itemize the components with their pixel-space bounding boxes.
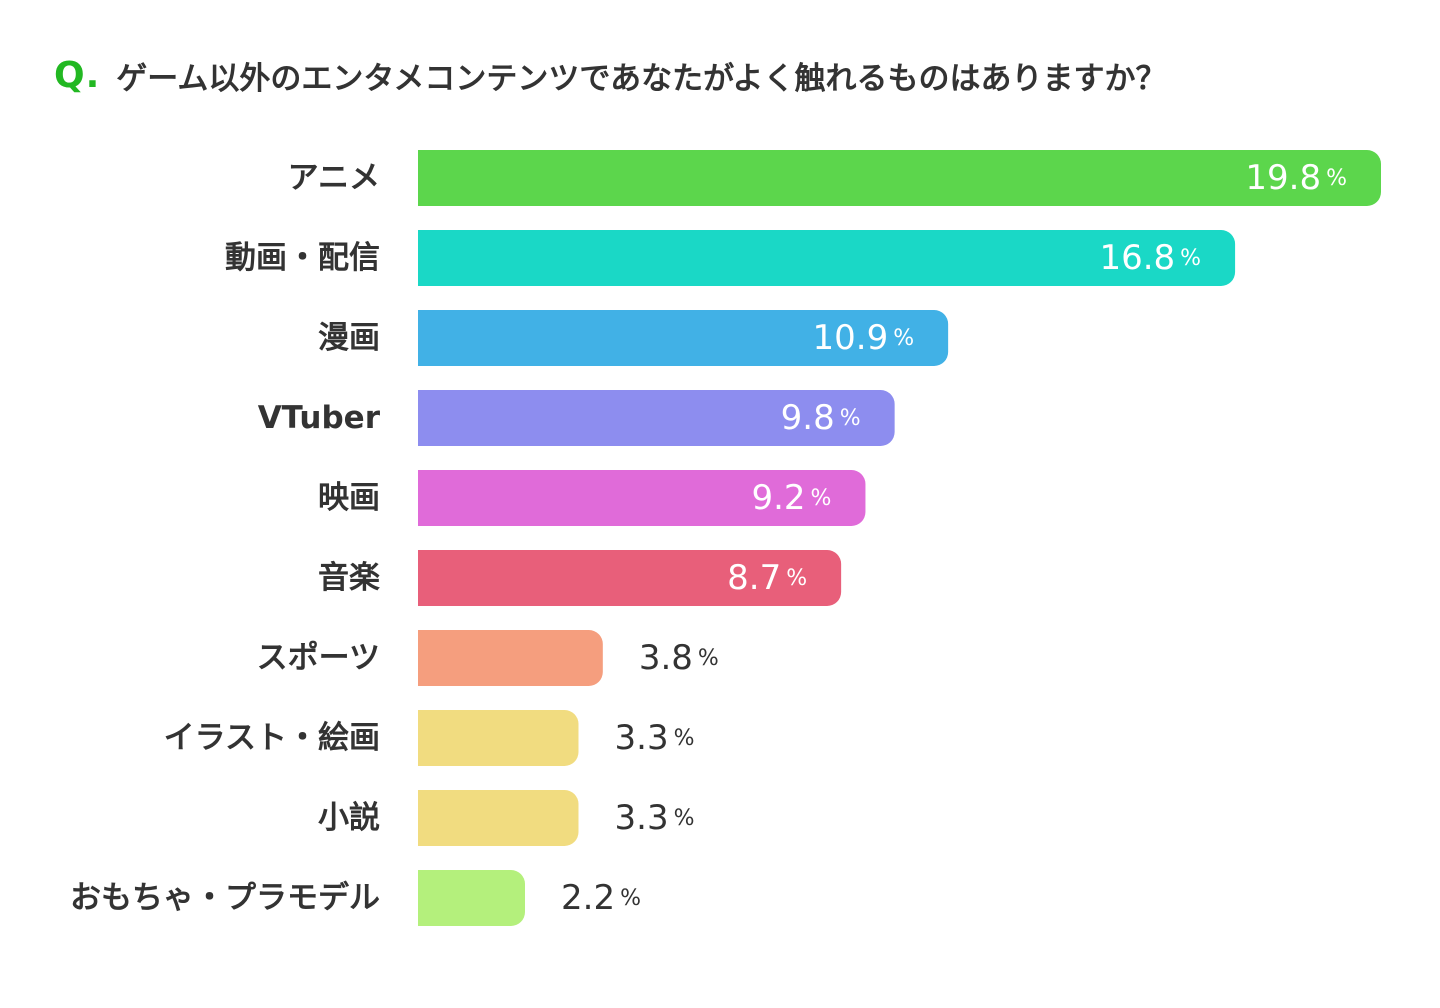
value-label: 3.3% xyxy=(615,718,695,758)
category-label: 小説 xyxy=(318,800,380,836)
bar xyxy=(418,150,1381,206)
value-label: 3.3% xyxy=(615,798,695,838)
value-unit: % xyxy=(674,726,695,751)
value-label: 16.8% xyxy=(1099,238,1201,278)
bar xyxy=(418,550,842,606)
value-unit: % xyxy=(620,886,641,911)
category-label: アニメ xyxy=(288,160,380,196)
category-label: おもちゃ・プラモデル xyxy=(70,880,380,916)
category-label: イラスト・絵画 xyxy=(164,720,380,756)
value-unit: % xyxy=(1180,246,1201,271)
bar xyxy=(418,870,525,926)
question-heading: Q. ゲーム以外のエンタメコンテンツであなたがよく触れるものはありますか？ xyxy=(54,50,1167,100)
value-label: 8.7% xyxy=(727,558,807,598)
value-unit: % xyxy=(1326,166,1347,191)
value-number: 2.2 xyxy=(561,878,615,918)
value-number: 3.3 xyxy=(615,798,669,838)
value-unit: % xyxy=(893,326,914,351)
category-label: 動画・配信 xyxy=(225,240,380,276)
value-unit: % xyxy=(840,406,861,431)
category-label: VTuber xyxy=(258,400,381,436)
value-number: 3.3 xyxy=(615,718,669,758)
bar xyxy=(418,790,579,846)
value-number: 9.8 xyxy=(781,398,835,438)
category-label: 映画 xyxy=(318,480,380,516)
value-unit: % xyxy=(674,806,695,831)
question-text: ゲーム以外のエンタメコンテンツであなたがよく触れるものはありますか？ xyxy=(116,60,1167,97)
value-number: 3.8 xyxy=(639,638,693,678)
bar xyxy=(418,230,1236,286)
value-label: 10.9% xyxy=(813,318,915,358)
bar xyxy=(418,630,603,686)
value-unit: % xyxy=(786,566,807,591)
value-number: 19.8 xyxy=(1245,158,1321,198)
bar xyxy=(418,710,579,766)
value-label: 19.8% xyxy=(1245,158,1347,198)
value-label: 3.8% xyxy=(639,638,719,678)
bar xyxy=(418,470,866,526)
value-number: 9.2 xyxy=(751,478,805,518)
value-number: 16.8 xyxy=(1099,238,1175,278)
category-label: 音楽 xyxy=(318,560,380,596)
question-marker: Q. xyxy=(54,54,101,96)
value-number: 10.9 xyxy=(813,318,889,358)
value-number: 8.7 xyxy=(727,558,781,598)
category-label: 漫画 xyxy=(318,320,380,356)
value-unit: % xyxy=(811,486,832,511)
value-label: 2.2% xyxy=(561,878,641,918)
value-label: 9.2% xyxy=(751,478,831,518)
bar xyxy=(418,310,949,366)
category-label: スポーツ xyxy=(257,640,380,676)
bar xyxy=(418,390,895,446)
value-label: 9.8% xyxy=(781,398,861,438)
value-unit: % xyxy=(698,646,719,671)
